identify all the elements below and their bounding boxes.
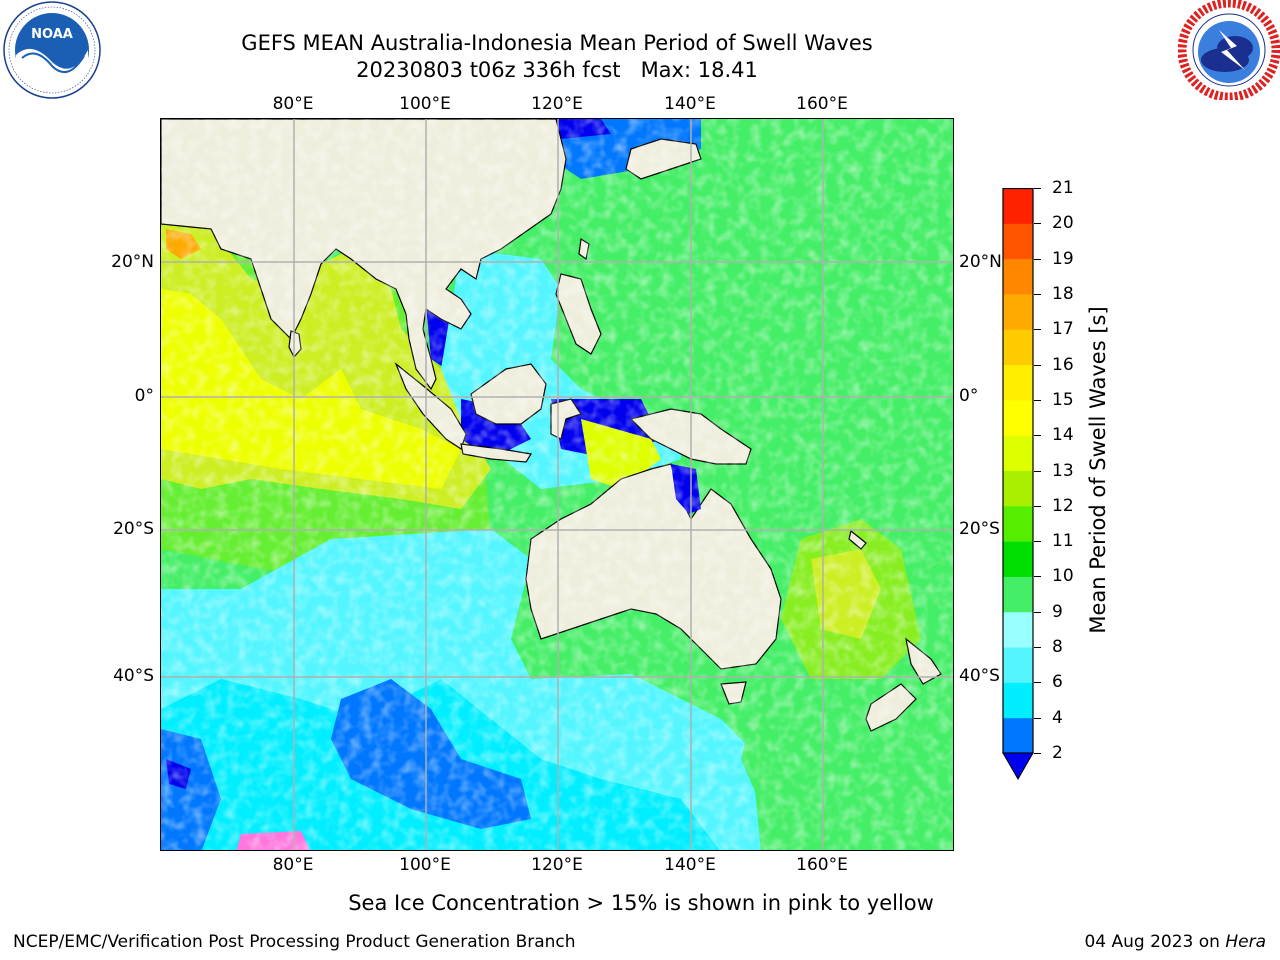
- colorbar-band: [1003, 399, 1033, 436]
- colorbar-band: [1003, 576, 1033, 613]
- colorbar-tick-label: 4: [1052, 707, 1063, 728]
- graticule: [161, 119, 953, 850]
- colorbar-tick-label: 15: [1052, 389, 1074, 410]
- colorbar-band: [1003, 611, 1033, 648]
- lon-label-top-140e: 140°E: [664, 94, 716, 114]
- colorbar-tick-label: 9: [1052, 601, 1063, 622]
- colorbar-tick-mark: [1034, 717, 1041, 719]
- colorbar-tick-label: 11: [1052, 531, 1074, 552]
- colorbar-tick-mark: [1034, 364, 1041, 366]
- date-text: 04 Aug 2023 on: [1084, 932, 1226, 952]
- swell-period-map: [160, 118, 954, 851]
- host-name: Hera: [1225, 932, 1266, 952]
- colorbar-band: [1003, 329, 1033, 366]
- lat-label-left-40s: 40°S: [113, 666, 154, 686]
- colorbar-tick-mark: [1034, 258, 1041, 260]
- field-texture: [161, 119, 953, 850]
- colorbar-tick-mark: [1034, 329, 1041, 331]
- lat-label-right-20n: 20°N: [959, 252, 1002, 272]
- colorbar-tick-label: 21: [1052, 178, 1074, 198]
- colorbar-band: [1003, 223, 1033, 260]
- colorbar-tick-mark: [1034, 293, 1041, 295]
- colorbar-band: [1003, 293, 1033, 330]
- date-note: 04 Aug 2023 on Hera: [1084, 932, 1266, 952]
- colorbar-tick-label: 12: [1052, 495, 1074, 516]
- colorbar-tick-mark: [1034, 223, 1041, 225]
- sea-ice-note: Sea Ice Concentration > 15% is shown in …: [348, 891, 934, 915]
- map-canvas: [161, 119, 953, 850]
- colorbar-band: [1003, 541, 1033, 577]
- colorbar-band: [1003, 647, 1033, 683]
- colorbar-tick-mark: [1034, 682, 1041, 684]
- lon-label-top-120e: 120°E: [531, 94, 583, 114]
- colorbar-tick-label: 2: [1052, 743, 1063, 763]
- colorbar-tick-label: 8: [1052, 637, 1063, 658]
- colorbar-band: [1003, 435, 1033, 471]
- colorbar-tick-label: 16: [1052, 354, 1074, 375]
- chart-subtitle: 20230803 t06z 336h fcst Max: 18.41: [356, 58, 758, 82]
- lat-label-right-0: 0°: [959, 386, 979, 406]
- colorbar-tick-mark: [1034, 647, 1041, 649]
- lat-label-left-0: 0°: [134, 386, 154, 406]
- colorbar-tick-mark: [1034, 470, 1041, 472]
- lon-label-top-80e: 80°E: [272, 94, 314, 114]
- colorbar-tick-label: 13: [1052, 460, 1074, 481]
- colorbar: [1002, 188, 1034, 780]
- colorbar-band: [1003, 717, 1033, 754]
- lon-label-bottom-80e: 80°E: [272, 855, 314, 875]
- colorbar-tick-label: 19: [1052, 248, 1074, 269]
- colorbar-tick-mark: [1034, 541, 1041, 543]
- colorbar-tick-mark: [1034, 753, 1041, 754]
- colorbar-band: [1003, 258, 1033, 295]
- colorbar-label: Mean Period of Swell Waves [s]: [1086, 306, 1110, 634]
- chart-title: GEFS MEAN Australia-Indonesia Mean Perio…: [241, 31, 873, 55]
- colorbar-frame: [1002, 188, 1034, 754]
- colorbar-tick-mark: [1034, 505, 1041, 507]
- colorbar-tick-label: 14: [1052, 425, 1074, 446]
- colorbar-tick-label: 6: [1052, 672, 1063, 693]
- colorbar-extend-arrow: [1002, 752, 1034, 780]
- lon-label-bottom-160e: 160°E: [796, 855, 848, 875]
- lat-label-right-40s: 40°S: [959, 666, 1000, 686]
- lon-label-bottom-140e: 140°E: [664, 855, 716, 875]
- credit-text: NCEP/EMC/Verification Post Processing Pr…: [13, 932, 576, 952]
- colorbar-tick-label: 18: [1052, 283, 1074, 304]
- colorbar-band: [1003, 470, 1033, 507]
- colorbar-tick-label: 10: [1052, 566, 1074, 587]
- noaa-logo: NOAA: [3, 1, 101, 99]
- colorbar-band: [1003, 505, 1033, 542]
- lat-label-left-20n: 20°N: [111, 252, 154, 272]
- lat-label-right-20s: 20°S: [959, 519, 1000, 539]
- colorbar-tick-label: 20: [1052, 213, 1074, 234]
- colorbar-tick-mark: [1034, 399, 1041, 401]
- colorbar-tick-label: 17: [1052, 319, 1074, 340]
- colorbar-tick-mark: [1034, 188, 1041, 189]
- lon-label-bottom-120e: 120°E: [531, 855, 583, 875]
- lon-label-top-160e: 160°E: [796, 94, 848, 114]
- svg-text:NOAA: NOAA: [31, 27, 73, 42]
- colorbar-band: [1003, 682, 1033, 719]
- colorbar-tick-mark: [1034, 435, 1041, 437]
- lon-label-top-100e: 100°E: [399, 94, 451, 114]
- colorbar-band: [1003, 364, 1033, 401]
- colorbar-tick-mark: [1034, 611, 1041, 613]
- nws-logo: [1178, 0, 1280, 100]
- colorbar-tick-mark: [1034, 576, 1041, 578]
- colorbar-band: [1003, 188, 1033, 224]
- lat-label-left-20s: 20°S: [113, 519, 154, 539]
- lon-label-bottom-100e: 100°E: [399, 855, 451, 875]
